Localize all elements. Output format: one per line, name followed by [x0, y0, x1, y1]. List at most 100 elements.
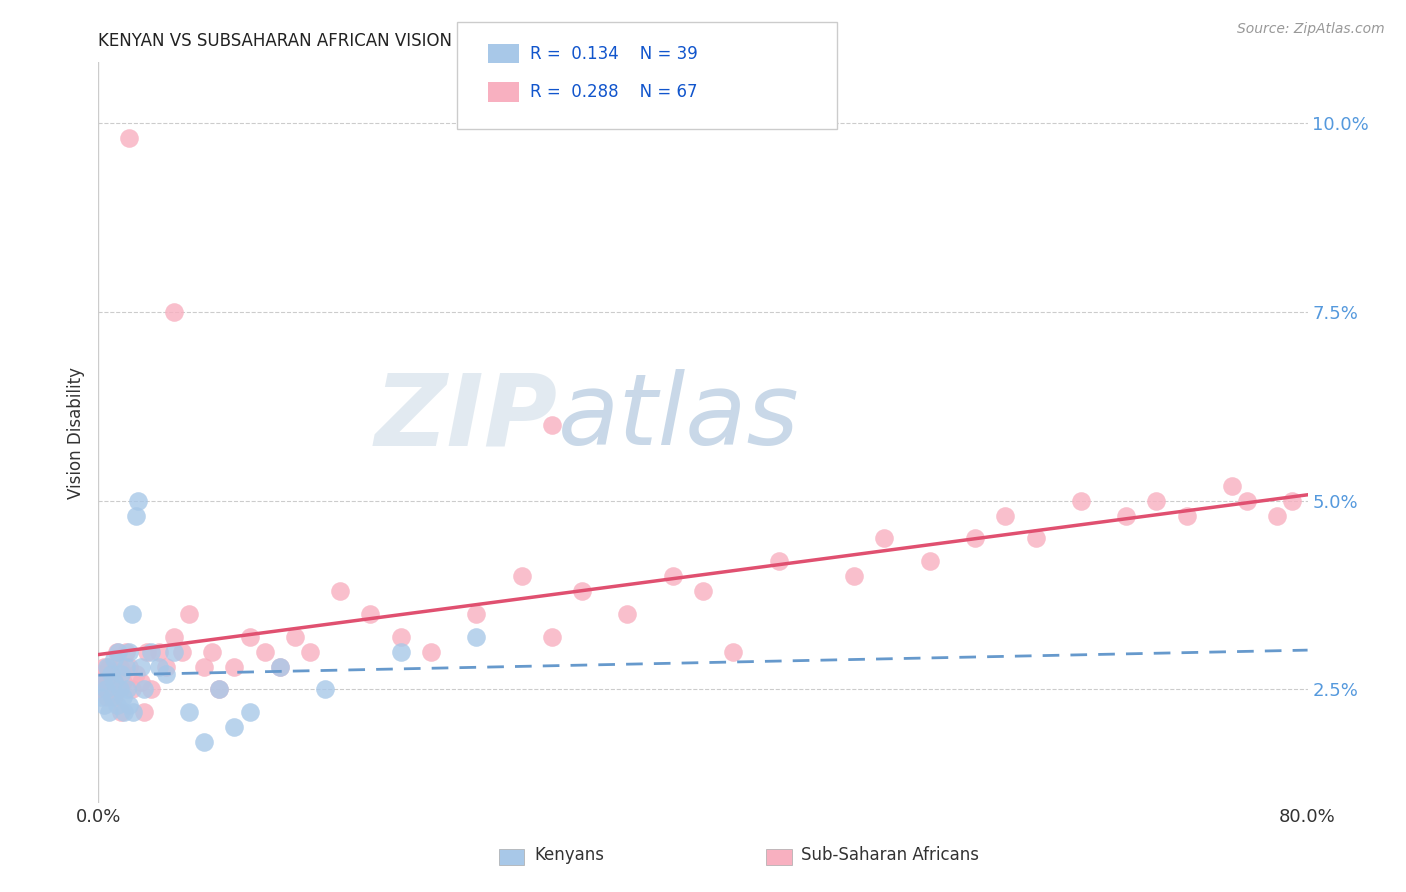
- Point: [129, 674, 152, 689]
- Point: [93, 660, 115, 674]
- Point: [540, 418, 562, 433]
- Point: [107, 682, 129, 697]
- Point: [1267, 508, 1289, 523]
- Point: [768, 554, 790, 568]
- Point: [208, 682, 231, 697]
- Point: [163, 304, 186, 318]
- Point: [127, 493, 149, 508]
- Point: [98, 660, 121, 674]
- Point: [103, 652, 125, 666]
- Text: ZIP: ZIP: [375, 369, 558, 467]
- Point: [389, 630, 412, 644]
- Point: [540, 630, 562, 644]
- Point: [98, 705, 121, 719]
- Y-axis label: Vision Disability: Vision Disability: [66, 367, 84, 499]
- Text: Sub-Saharan Africans: Sub-Saharan Africans: [801, 846, 980, 863]
- Point: [141, 645, 163, 659]
- Point: [269, 660, 291, 674]
- Point: [148, 660, 170, 674]
- Point: [193, 660, 215, 674]
- Point: [118, 131, 141, 145]
- Point: [465, 607, 488, 621]
- Text: R =  0.288    N = 67: R = 0.288 N = 67: [530, 83, 697, 101]
- Point: [1175, 508, 1198, 523]
- Point: [201, 645, 224, 659]
- Point: [121, 682, 143, 697]
- Point: [100, 682, 122, 697]
- Point: [844, 569, 866, 583]
- Point: [90, 667, 112, 681]
- Point: [1115, 508, 1137, 523]
- Point: [115, 682, 138, 697]
- Point: [90, 690, 112, 704]
- Point: [918, 554, 941, 568]
- Point: [179, 705, 201, 719]
- Point: [389, 645, 412, 659]
- Text: Source: ZipAtlas.com: Source: ZipAtlas.com: [1237, 22, 1385, 37]
- Point: [105, 645, 128, 659]
- Point: [110, 705, 132, 719]
- Point: [122, 705, 145, 719]
- Point: [118, 645, 141, 659]
- Point: [112, 705, 135, 719]
- Point: [329, 584, 352, 599]
- Point: [1070, 493, 1092, 508]
- Point: [510, 569, 533, 583]
- Text: atlas: atlas: [558, 369, 800, 467]
- Point: [465, 630, 488, 644]
- Point: [141, 682, 163, 697]
- Point: [101, 667, 124, 681]
- Point: [155, 667, 177, 681]
- Point: [91, 682, 114, 697]
- Point: [121, 607, 143, 621]
- Point: [132, 705, 155, 719]
- Point: [692, 584, 714, 599]
- Point: [129, 660, 152, 674]
- Point: [103, 674, 125, 689]
- Point: [110, 667, 132, 681]
- Point: [107, 645, 129, 659]
- Point: [94, 682, 117, 697]
- Point: [101, 690, 124, 704]
- Point: [108, 660, 131, 674]
- Point: [118, 698, 141, 712]
- Point: [111, 674, 134, 689]
- Point: [360, 607, 382, 621]
- Point: [132, 682, 155, 697]
- Point: [103, 674, 125, 689]
- Point: [170, 645, 193, 659]
- Point: [179, 607, 201, 621]
- Point: [114, 660, 136, 674]
- Point: [965, 532, 987, 546]
- Point: [163, 630, 186, 644]
- Point: [155, 660, 177, 674]
- Point: [299, 645, 322, 659]
- Point: [108, 682, 131, 697]
- Point: [193, 735, 215, 749]
- Point: [571, 584, 593, 599]
- Point: [163, 645, 186, 659]
- Point: [1144, 493, 1167, 508]
- Point: [96, 660, 118, 674]
- Point: [91, 674, 114, 689]
- Point: [125, 508, 148, 523]
- Point: [1220, 478, 1243, 492]
- Text: KENYAN VS SUBSAHARAN AFRICAN VISION DISABILITY CORRELATION CHART: KENYAN VS SUBSAHARAN AFRICAN VISION DISA…: [98, 32, 734, 50]
- Point: [135, 645, 157, 659]
- Point: [314, 682, 336, 697]
- Point: [420, 645, 443, 659]
- Point: [118, 660, 141, 674]
- Point: [100, 667, 122, 681]
- Point: [96, 690, 118, 704]
- Point: [661, 569, 683, 583]
- Point: [253, 645, 276, 659]
- Text: R =  0.134    N = 39: R = 0.134 N = 39: [530, 45, 697, 62]
- Point: [1281, 493, 1303, 508]
- Point: [224, 660, 246, 674]
- Point: [284, 630, 307, 644]
- Point: [125, 667, 148, 681]
- Point: [616, 607, 638, 621]
- Point: [94, 674, 117, 689]
- Point: [114, 645, 136, 659]
- Point: [723, 645, 745, 659]
